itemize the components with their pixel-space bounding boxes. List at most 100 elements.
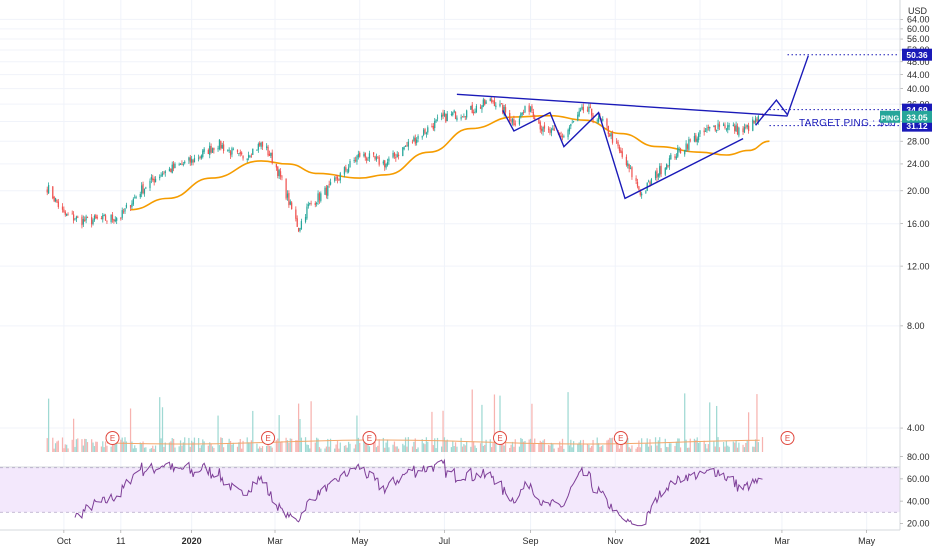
pattern-lines: [456, 55, 809, 200]
volume-bar: [606, 440, 608, 452]
volume-bar: [110, 446, 112, 452]
volume-bar: [542, 440, 544, 452]
volume-bar: [656, 445, 658, 452]
candle-body: [324, 187, 326, 195]
rsi-tick-label: 20.00: [907, 519, 930, 529]
candle-body: [725, 128, 728, 130]
candle-body: [52, 186, 54, 199]
volume-bar: [188, 437, 190, 452]
candle-body: [299, 228, 301, 231]
candle-body: [697, 133, 700, 141]
volume-bar: [81, 439, 83, 452]
time-tick-label: Sep: [523, 536, 539, 546]
candle-body: [442, 113, 444, 117]
volume-bar: [753, 446, 755, 452]
candle-body: [738, 127, 740, 136]
candle-body: [266, 146, 268, 148]
volume-bar: [142, 441, 144, 452]
volume-bar: [378, 439, 380, 452]
volume-bar: [325, 446, 328, 452]
volume-bar: [667, 447, 669, 452]
candle-body: [484, 99, 486, 105]
volume-bar: [152, 445, 154, 452]
candle-body: [703, 130, 705, 133]
volume-bar: [518, 446, 521, 452]
candle-body: [699, 130, 701, 134]
candle-body: [499, 103, 501, 107]
volume-bar: [568, 445, 571, 452]
candle-body: [597, 116, 600, 122]
volume-bar: [432, 445, 434, 452]
candle-body: [427, 127, 429, 133]
price-tick-label: 4.00: [907, 423, 925, 433]
candle-body: [425, 132, 428, 135]
candle-body: [120, 217, 122, 219]
volume-bar: [579, 440, 582, 452]
candle-body: [335, 177, 337, 179]
volume-bar: [636, 447, 639, 452]
candle-body: [549, 129, 551, 134]
volume-bar: [306, 444, 308, 452]
volume-bar: [695, 440, 697, 452]
candle-body: [106, 220, 108, 222]
volume-bar: [686, 447, 689, 452]
candle-body: [727, 125, 729, 130]
volume-bar: [531, 403, 533, 452]
volume-bar: [591, 446, 593, 452]
volume-bar: [335, 444, 337, 452]
level-badge-text: 31.12: [906, 121, 928, 131]
volume-bar: [600, 446, 603, 452]
candle-body: [103, 215, 105, 217]
volume-bar: [638, 440, 640, 452]
volume-bar: [704, 443, 707, 452]
volume-bar: [427, 441, 429, 452]
volume-bar: [228, 438, 230, 452]
candle-body: [275, 164, 278, 168]
candle-body: [236, 149, 239, 153]
volume-bar: [674, 446, 676, 452]
candle-body: [218, 139, 221, 150]
volume-bar: [279, 441, 282, 452]
candle-body: [366, 158, 368, 161]
volume-bar: [154, 445, 157, 452]
candle-body: [660, 165, 662, 174]
candle-body: [602, 119, 604, 121]
volume-bar: [699, 441, 701, 452]
candle-body: [179, 163, 182, 165]
candle-body: [257, 143, 259, 150]
candle-body: [56, 199, 58, 203]
candle-body: [706, 128, 708, 131]
volume-bar: [641, 438, 643, 452]
candle-body: [403, 147, 405, 149]
volume-bar: [288, 442, 290, 452]
candle-body: [267, 146, 269, 156]
time-tick-label: Mar: [774, 536, 790, 546]
volume-bar: [504, 439, 507, 452]
candle-body: [745, 126, 747, 128]
volume-bar: [174, 447, 176, 452]
volume-bar: [329, 438, 332, 452]
volume-bar: [161, 407, 164, 452]
volume-bar: [239, 438, 241, 452]
candle-body: [377, 156, 379, 158]
candle-body: [670, 154, 672, 160]
candle-body: [67, 214, 69, 216]
volume-bar: [481, 404, 483, 452]
volume-bar: [757, 442, 759, 452]
candle-body: [228, 149, 230, 151]
candle-body: [734, 125, 736, 132]
volume-bar: [703, 440, 705, 452]
candle-body: [238, 153, 240, 154]
candle-body: [249, 156, 251, 157]
candle-body: [54, 198, 57, 202]
earnings-marker: [362, 431, 377, 445]
candle-body: [121, 210, 123, 218]
volume-bar: [277, 438, 279, 452]
volume-bar: [120, 439, 122, 452]
volume-bar: [563, 448, 565, 452]
volume-bar: [184, 437, 186, 452]
candle-body: [620, 150, 622, 153]
volume-bar: [677, 438, 679, 452]
volume-bar: [734, 442, 736, 452]
